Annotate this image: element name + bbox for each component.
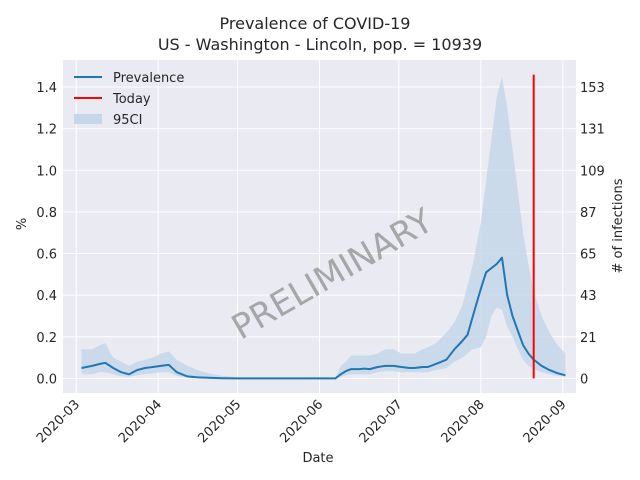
legend: Prevalence Today 95CI: [74, 71, 184, 128]
y-axis-label: %: [15, 218, 30, 230]
y2-tick-label: 87: [580, 206, 597, 221]
y2-tick-label: 153: [580, 81, 605, 96]
x-tick-label: 2020-08: [439, 397, 488, 446]
x-axis-label: Date: [302, 451, 333, 466]
x-tick-label: 2020-07: [357, 397, 406, 446]
y2-axis-ticks: 0 21 43 65 87 109 131 153: [580, 81, 605, 387]
y2-tick-label: 109: [580, 164, 605, 179]
y2-tick-label: 43: [580, 289, 597, 304]
legend-95ci-swatch: [74, 114, 102, 124]
y-tick-label: 1.4: [36, 81, 57, 96]
y2-tick-label: 21: [580, 331, 597, 346]
y-tick-label: 1.2: [36, 123, 57, 138]
y-tick-label: 0.8: [36, 206, 57, 221]
y-tick-label: 1.0: [36, 164, 57, 179]
prevalence-line-layer: [81, 256, 566, 380]
x-tick-label: 2020-09: [521, 397, 570, 446]
y-tick-label: 0.4: [36, 289, 57, 304]
x-tick-label: 2020-03: [34, 397, 83, 446]
chart-title: Prevalence of COVID-19: [220, 14, 411, 33]
y-tick-label: 0.0: [36, 372, 57, 387]
chart-subtitle: US - Washington - Lincoln, pop. = 10939: [158, 35, 482, 54]
y2-tick-label: 0: [580, 372, 588, 387]
x-tick-label: 2020-05: [195, 397, 244, 446]
legend-95ci-label: 95CI: [113, 113, 142, 128]
y-tick-label: 0.2: [36, 331, 57, 346]
y2-axis-label: # of infections: [611, 178, 626, 273]
y-axis-ticks: 0.0 0.2 0.4 0.6 0.8 1.0 1.2 1.4: [36, 81, 57, 387]
y2-tick-label: 65: [580, 248, 597, 263]
y2-tick-label: 131: [580, 123, 605, 138]
x-tick-label: 2020-04: [116, 397, 165, 446]
y-tick-label: 0.6: [36, 248, 57, 263]
legend-today-label: Today: [112, 92, 151, 107]
prevalence-line: [81, 256, 566, 380]
legend-prevalence-label: Prevalence: [113, 71, 184, 86]
x-axis-ticks: 2020-03 2020-04 2020-05 2020-06 2020-07 2020-…: [34, 397, 570, 446]
x-tick-label: 2020-06: [277, 397, 326, 446]
